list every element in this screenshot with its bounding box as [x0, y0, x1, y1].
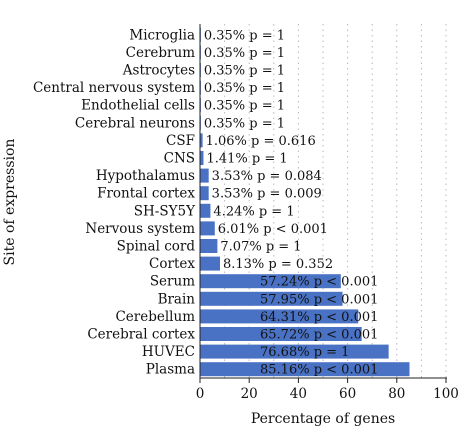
x-tick-label: 20: [241, 386, 258, 402]
category-label: Frontal cortex: [97, 186, 195, 202]
bar-labels: 0.35% p = 1 0.35% p = 1 0.35% p = 1 0.35% p…: [204, 28, 379, 377]
category-label: Cortex: [149, 256, 195, 272]
category-label: Astrocytes: [122, 63, 195, 79]
data-label: 1.06% p = 0.616: [206, 134, 316, 149]
category-label: Cerebral cortex: [87, 327, 195, 343]
category-label: Central nervous system: [33, 80, 195, 96]
y-axis-title: Site of expression: [2, 139, 18, 266]
data-label: 65.72% p < 0.001: [260, 328, 378, 343]
category-label: CNS: [164, 151, 195, 167]
x-axis-title: Percentage of genes: [251, 411, 395, 427]
data-label: 1.41% p = 1: [206, 152, 287, 167]
bar: [200, 203, 211, 218]
data-label: 0.35% p = 1: [204, 116, 285, 131]
data-label: 3.53% p = 0.084: [212, 169, 322, 184]
x-tick-label: 100: [433, 386, 459, 402]
category-label: Plasma: [146, 362, 195, 378]
category-label: HUVEC: [142, 344, 195, 360]
data-label: 0.35% p = 1: [204, 81, 285, 96]
bar: [200, 327, 362, 341]
category-label: Cerebral neurons: [75, 115, 195, 131]
bar: [200, 274, 341, 289]
category-label: Microglia: [129, 27, 195, 43]
bar: [200, 168, 209, 183]
grid-lines: [224, 24, 447, 378]
x-tick-label: 40: [290, 386, 307, 402]
x-tick-label: 80: [388, 386, 405, 402]
category-label: SH-SY5Y: [134, 203, 196, 219]
category-label: Brain: [158, 291, 196, 307]
bar: [200, 151, 204, 165]
data-label: 0.35% p = 1: [204, 46, 285, 61]
category-label: Cerebellum: [115, 309, 195, 325]
axes: 0 20 40 60 80 100: [196, 24, 459, 402]
data-label: 76.68% p = 1: [260, 345, 349, 360]
x-tick-label: 60: [339, 386, 356, 402]
bar: [200, 362, 410, 377]
data-label: 4.24% p = 1: [213, 204, 294, 219]
bar: [200, 239, 218, 253]
bar: [200, 221, 215, 236]
category-label: Cerebrum: [126, 45, 196, 61]
bar: [200, 186, 209, 201]
category-label: Endothelial cells: [81, 98, 195, 114]
bars: [200, 27, 410, 377]
bar: [200, 133, 203, 148]
category-label: Hypothalamus: [96, 168, 195, 184]
x-tick-label: 0: [196, 386, 205, 402]
data-label: 57.95% p < 0.001: [260, 292, 378, 307]
bar: [200, 344, 389, 359]
category-label: CSF: [166, 133, 195, 149]
data-label: 0.35% p = 1: [204, 64, 285, 79]
category-label: Nervous system: [85, 221, 195, 237]
data-label: 64.31% p < 0.001: [260, 310, 378, 325]
data-label: 8.13% p = 0.352: [223, 257, 333, 272]
bar: [200, 291, 343, 306]
data-label: 85.16% p < 0.001: [260, 363, 378, 378]
data-label: 57.24% p < 0.001: [260, 275, 378, 290]
data-label: 7.07% p = 1: [220, 240, 301, 255]
data-label: 0.35% p = 1: [204, 99, 285, 114]
category-label: Spinal cord: [117, 239, 196, 255]
bar: [200, 309, 359, 324]
data-label: 0.35% p = 1: [204, 28, 285, 43]
data-label: 6.01% p < 0.001: [218, 222, 328, 237]
data-label: 3.53% p = 0.009: [212, 187, 322, 202]
category-label: Serum: [150, 274, 195, 290]
bar: [200, 256, 220, 271]
